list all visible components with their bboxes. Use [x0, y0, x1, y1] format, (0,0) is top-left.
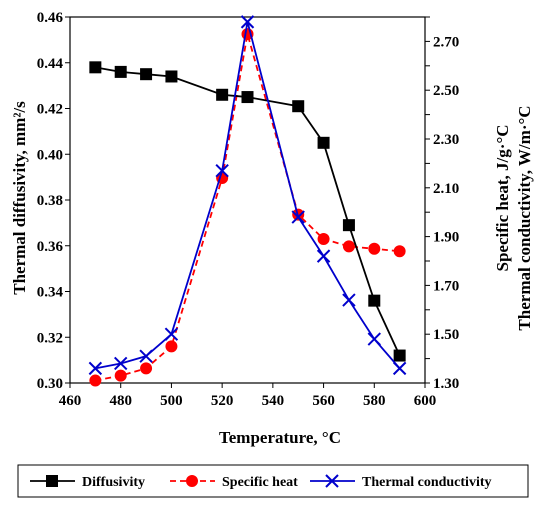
legend-thermal-conductivity-label: Thermal conductivity: [362, 475, 492, 490]
specific-heat-point: [317, 233, 330, 246]
thermal-conductivity-point: [316, 249, 331, 263]
specific-heat-point: [393, 245, 406, 258]
y-right-tick-label: 2.10: [433, 181, 459, 197]
y-left-tick-label: 0.44: [37, 56, 64, 72]
diffusivity-point: [292, 100, 305, 113]
diffusivity-point: [241, 91, 254, 104]
y-axis-left-title: Thermal diffusivity, mm²/s: [10, 101, 29, 295]
y-left-tick-label: 0.32: [37, 330, 63, 346]
x-tick-label: 460: [59, 393, 82, 409]
y-left-tick-label: 0.30: [37, 376, 63, 392]
y-left-tick-label: 0.34: [37, 285, 64, 301]
x-tick-label: 540: [262, 393, 285, 409]
diffusivity-point: [114, 65, 127, 78]
x-tick-label: 520: [211, 393, 234, 409]
thermal-conductivity-point: [342, 293, 356, 307]
thermal-conductivity-point: [215, 164, 229, 178]
y-right-tick-label: 1.70: [433, 278, 459, 294]
thermal-conductivity-point: [291, 210, 305, 224]
axes-layer: 460 480 500 520 540 560 580 600 0.30 0.32 0.34 0.36…: [37, 10, 460, 409]
diffusivity-point: [317, 136, 330, 149]
legend-diffusivity-label: Diffusivity: [82, 475, 145, 490]
legend: Diffusivity Specific heat Thermal conducti…: [17, 464, 529, 498]
diffusivity-line: [95, 66, 401, 356]
y-right-tick-label: 1.30: [433, 376, 459, 392]
y-axis-right-title-thermal-conductivity: Thermal conductivity, W/m·°C: [515, 105, 534, 330]
diffusivity-point: [393, 349, 406, 362]
y-right-tick-label: 2.30: [433, 132, 459, 148]
legend-box: [17, 464, 529, 498]
legend-specific-heat-marker: [186, 475, 198, 487]
y-left-tick-label: 0.38: [37, 193, 63, 209]
y-left-tick-label: 0.40: [37, 147, 63, 163]
y-left-tick-label: 0.42: [37, 102, 63, 118]
specific-heat-point: [368, 242, 381, 255]
y-right-tick-label: 1.90: [433, 230, 459, 246]
diffusivity-point: [368, 294, 381, 307]
specific-heat-point: [114, 369, 127, 382]
legend-diffusivity-marker: [46, 475, 58, 487]
thermal-conductivity-point: [367, 332, 381, 346]
specific-heat-line: [95, 33, 400, 382]
specific-heat-point: [342, 240, 355, 253]
specific-heat-point: [140, 362, 153, 375]
y-left-tick-label: 0.46: [37, 10, 64, 26]
x-axis-title: Temperature, °C: [219, 428, 341, 447]
x-tick-label: 560: [312, 393, 335, 409]
diffusivity-point: [342, 219, 355, 232]
y-right-tick-label: 1.50: [433, 327, 459, 343]
specific-heat-point: [165, 340, 178, 353]
diffusivity-point: [165, 70, 178, 83]
labels-layer: Temperature, °C Thermal diffusivity, mm²…: [10, 101, 534, 447]
x-tick-label: 480: [109, 393, 132, 409]
diffusivity-point: [140, 68, 153, 81]
y-right-tick-label: 2.50: [433, 83, 459, 99]
series-layer: [88, 15, 407, 387]
thermal-conductivity-point: [114, 356, 128, 371]
y-right-tick-label: 2.70: [433, 34, 459, 50]
y-axis-right-title-specific-heat: Specific heat, J/g·°C: [493, 124, 512, 271]
y-left-tick-label: 0.36: [37, 239, 64, 255]
thermal-conductivity-point: [164, 327, 179, 341]
diffusivity-point: [216, 88, 229, 101]
x-tick-label: 580: [363, 393, 386, 409]
diffusivity-point: [89, 61, 102, 74]
x-tick-label: 600: [414, 393, 437, 409]
thermal-conductivity-point: [139, 349, 153, 363]
thermal-conductivity-point: [88, 361, 103, 376]
thermal-conductivity-point: [392, 361, 407, 376]
specific-heat-point: [89, 374, 102, 387]
legend-thermal-conductivity-marker: [325, 474, 339, 488]
x-tick-label: 500: [160, 393, 183, 409]
legend-specific-heat-label: Specific heat: [222, 475, 298, 490]
thermal-conductivity-point: [240, 15, 255, 29]
